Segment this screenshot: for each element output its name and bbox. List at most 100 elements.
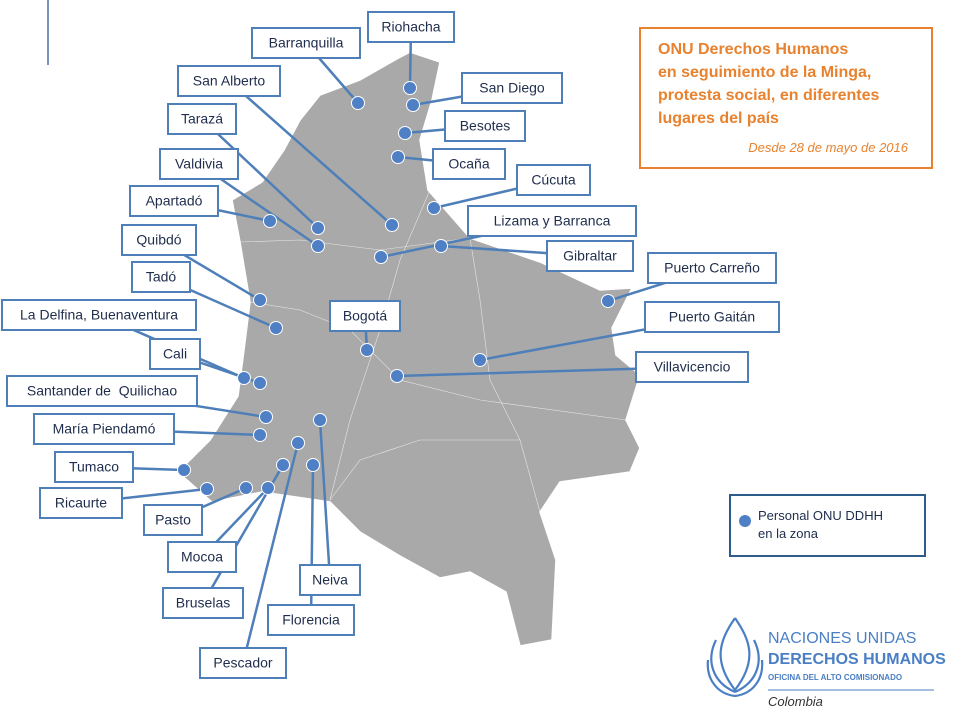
connector: [318, 419, 332, 581]
label-box: [129, 185, 219, 217]
label-box: [159, 148, 239, 180]
logo: NACIONES UNIDAS DERECHOS HUMANOS OFICINA…: [706, 617, 946, 709]
place-label: Tadó: [146, 269, 177, 285]
staff-marker: [269, 321, 283, 335]
staff-marker: [427, 201, 441, 215]
place-label: Tumaco: [69, 459, 119, 475]
staff-marker: [434, 239, 448, 253]
staff-marker: [313, 413, 327, 427]
label-box: [267, 604, 355, 636]
label-box: [444, 110, 526, 142]
staff-marker: [473, 353, 487, 367]
place-label: San Alberto: [193, 73, 266, 89]
title-box: [639, 27, 933, 169]
date: Desde 28 de mayo de 2016: [748, 140, 908, 155]
label-box: [149, 338, 201, 370]
place-label: Ocaña: [448, 156, 489, 172]
staff-marker: [601, 294, 615, 308]
title-line: lugares del país: [658, 110, 779, 127]
label-box: [644, 301, 780, 333]
staff-marker: [351, 96, 365, 110]
place-label: Gibraltar: [563, 248, 617, 264]
label-box: [251, 27, 361, 59]
label-box: [167, 103, 237, 135]
place-label: Bogotá: [343, 308, 388, 324]
staff-marker: [239, 481, 253, 495]
label-box: [39, 487, 123, 519]
label-box: [467, 205, 637, 237]
staff-marker: [261, 481, 275, 495]
staff-marker: [385, 218, 399, 232]
label-box: [367, 11, 455, 43]
staff-marker: [398, 126, 412, 140]
region-borders: [239, 189, 627, 513]
place-label: Quibdó: [136, 232, 181, 248]
staff-marker: [253, 293, 267, 307]
place-label: Pescador: [213, 655, 272, 671]
place-label: Cali: [163, 346, 187, 362]
label-box: [199, 647, 287, 679]
markers: [177, 81, 615, 496]
place-label: Puerto Carreño: [664, 260, 760, 276]
label-box: [177, 65, 281, 97]
place-label: La Delfina, Buenaventura: [20, 307, 178, 323]
staff-marker: [391, 150, 405, 164]
staff-marker: [291, 436, 305, 450]
connector: [201, 118, 319, 229]
staff-marker: [263, 214, 277, 228]
staff-marker: [311, 221, 325, 235]
label-box: [1, 299, 197, 331]
label-box: [461, 72, 563, 104]
legend-dot: [739, 515, 751, 527]
label-box: [329, 300, 401, 332]
staff-marker: [253, 376, 267, 390]
place-label: Ricaurte: [55, 495, 107, 511]
place-label: Tarazá: [181, 111, 223, 127]
staff-marker: [200, 482, 214, 496]
staff-marker: [360, 343, 374, 357]
country-shape: [176, 51, 641, 647]
legend-text: en la zona: [758, 526, 819, 541]
staff-marker: [276, 458, 290, 472]
label-box: [33, 413, 175, 445]
title-line: en seguimiento de la Minga,: [658, 64, 871, 81]
logo-emblem: [706, 617, 764, 698]
place-label: María Piendamó: [53, 421, 156, 437]
logo-text: DERECHOS HUMANOS: [768, 651, 946, 668]
staff-marker: [374, 250, 388, 264]
place-label: Bruselas: [176, 595, 230, 611]
legend-box: [729, 494, 926, 557]
place-label: San Diego: [479, 80, 545, 96]
label-box: [162, 587, 244, 619]
staff-marker: [306, 458, 320, 472]
place-label: Neiva: [312, 572, 348, 588]
title-line: protesta social, en diferentes: [658, 87, 880, 104]
place-label: Santander de Quilichao: [27, 383, 177, 399]
place-label: Mocoa: [181, 549, 223, 565]
logo-text: OFICINA DEL ALTO COMISIONADO: [768, 673, 902, 682]
place-label: Pasto: [155, 512, 191, 528]
connector: [228, 80, 393, 226]
staff-marker: [403, 81, 417, 95]
place-label: Cúcuta: [531, 172, 576, 188]
staff-marker: [390, 369, 404, 383]
staff-marker: [259, 410, 273, 424]
label-box: [299, 564, 361, 596]
place-label: Barranquilla: [269, 35, 344, 51]
legend-text: Personal ONU DDHH: [758, 508, 883, 523]
label-box: [167, 541, 237, 573]
label-box: [121, 224, 197, 256]
label-box: [635, 351, 749, 383]
place-label: Besotes: [460, 118, 511, 134]
connector: [241, 442, 300, 664]
place-label: Riohacha: [381, 19, 440, 35]
place-label: Apartadó: [146, 193, 203, 209]
label-box: [54, 451, 134, 483]
place-label: Florencia: [282, 612, 340, 628]
label-box: [546, 240, 634, 272]
place-label: Puerto Gaitán: [669, 309, 755, 325]
label-box: [6, 375, 198, 407]
place-label: Villavicencio: [654, 359, 731, 375]
labels: Riohacha Barranquilla San Alberto San Diego…: [1, 11, 780, 679]
